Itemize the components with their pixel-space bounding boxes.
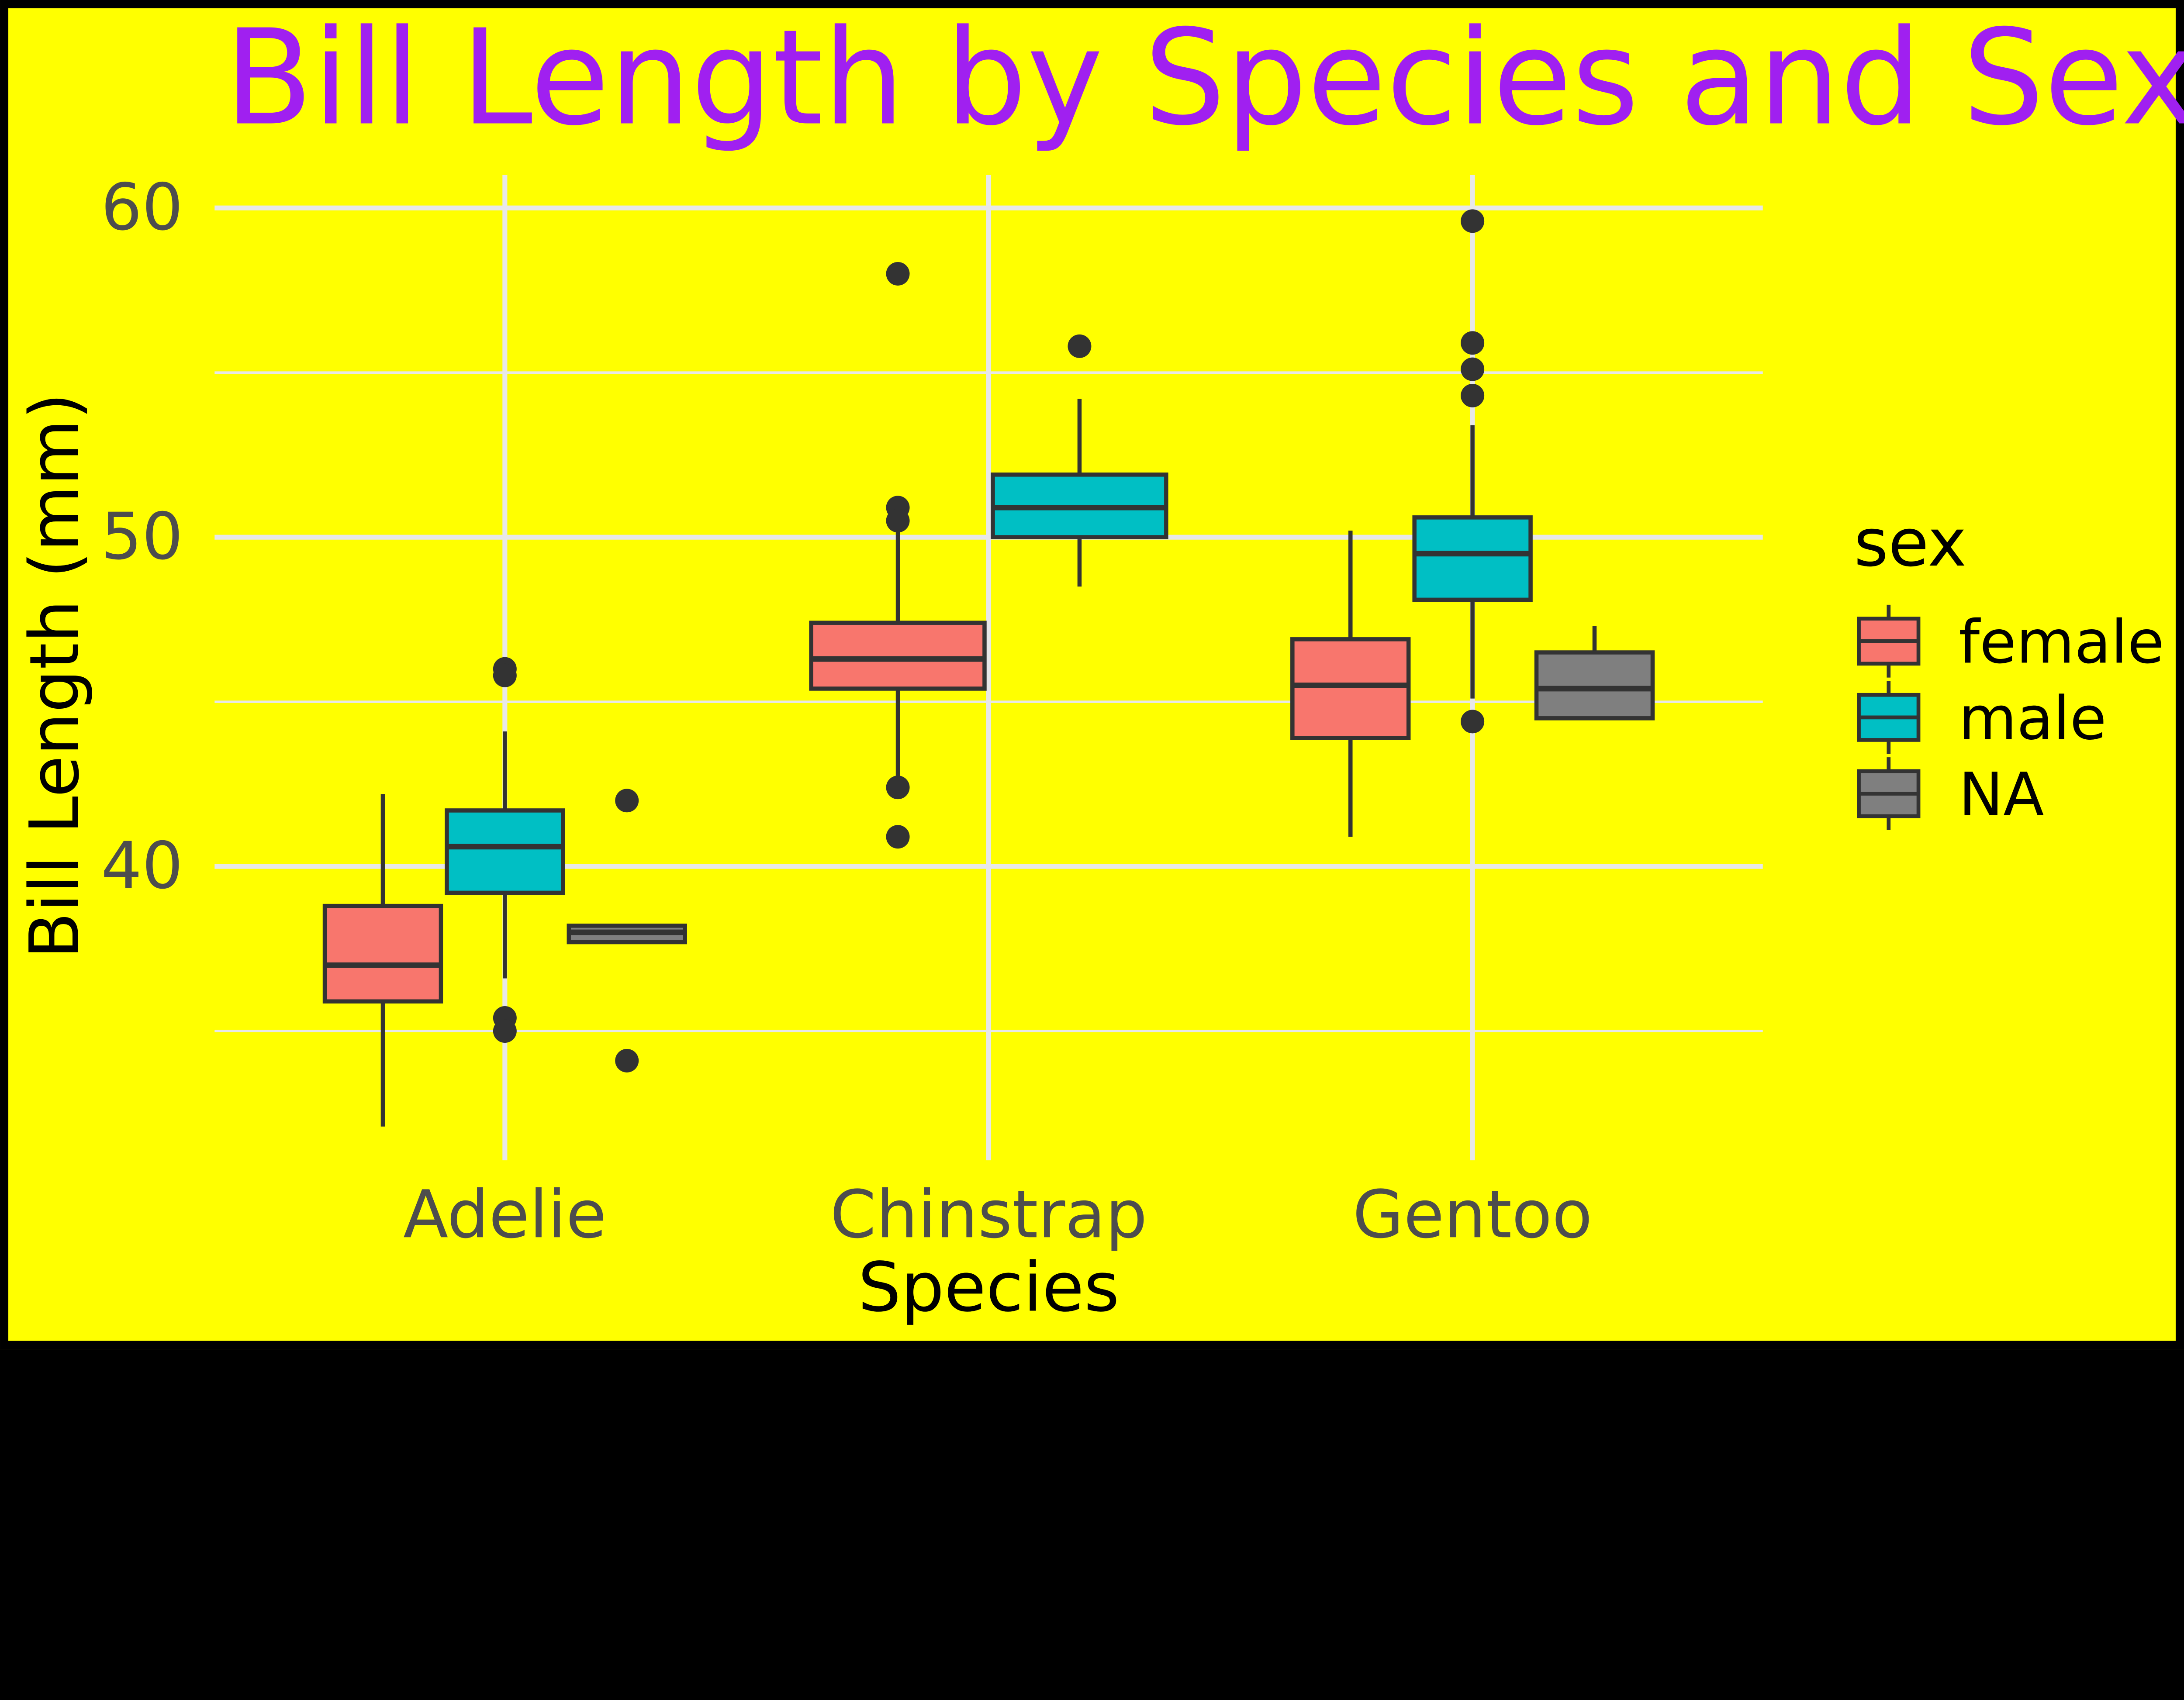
y-tick-label: 40 xyxy=(101,828,183,903)
y-axis-title: Bill Length (mm) xyxy=(15,393,94,959)
legend-title: sex xyxy=(1854,504,1966,581)
box-rect xyxy=(1534,650,1655,721)
x-axis-tick-labels: Adelie Chinstrap Gentoo xyxy=(403,1176,1592,1253)
chart-background xyxy=(0,0,2184,1349)
boxplot-adelie-na xyxy=(567,789,687,1072)
outlier-dot xyxy=(615,789,639,813)
image-border xyxy=(0,0,2184,1349)
outlier-dot xyxy=(1461,383,1485,407)
boxplot-adelie-female xyxy=(322,794,443,1127)
x-axis-title: Species xyxy=(858,1248,1120,1327)
outlier-dot xyxy=(1068,334,1092,358)
boxplot-gentoo-male xyxy=(1412,209,1533,734)
box-rect xyxy=(322,903,443,1004)
legend-entry-label: female xyxy=(1959,607,2164,677)
x-tick-label: Chinstrap xyxy=(830,1176,1147,1253)
outlier-dot xyxy=(886,509,910,533)
outlier-dot xyxy=(1461,331,1485,355)
box-rect xyxy=(1412,515,1533,602)
outlier-dot xyxy=(1461,357,1485,381)
legend: female male NA xyxy=(1857,604,2164,830)
y-axis-tick-labels: 40 50 60 xyxy=(101,169,183,903)
legend-entry-male: male xyxy=(1857,681,2107,754)
boxplot-chart: 40 50 60 Adelie Chinstrap Gentoo female male N… xyxy=(0,0,2184,1349)
chart-title: Bill Length by Species and Sex xyxy=(225,2,2184,155)
boxplot-chinstrap-male xyxy=(991,334,1168,587)
x-tick-label: Adelie xyxy=(403,1176,607,1253)
boxplot-adelie-male xyxy=(445,657,565,1043)
boxplot-gentoo-female xyxy=(1290,531,1411,837)
box-rect xyxy=(445,808,565,895)
legend-entry-label: male xyxy=(1959,684,2107,753)
outlier-dot xyxy=(1461,710,1485,734)
x-tick-label: Gentoo xyxy=(1353,1176,1593,1253)
legend-entry-female: female xyxy=(1857,604,2164,678)
y-tick-label: 50 xyxy=(101,499,183,574)
outlier-dot xyxy=(1461,209,1485,233)
y-tick-label: 60 xyxy=(101,169,183,245)
outlier-dot xyxy=(886,776,910,800)
boxplot-gentoo-na xyxy=(1534,626,1655,721)
outlier-dot xyxy=(493,663,517,687)
boxplots xyxy=(322,209,1655,1127)
legend-entry-na: NA xyxy=(1857,757,2044,830)
outlier-dot xyxy=(493,1019,517,1043)
outlier-dot xyxy=(886,262,910,286)
box-rect xyxy=(1290,637,1411,740)
outlier-dot xyxy=(615,1048,639,1072)
legend-entry-label: NA xyxy=(1959,760,2044,830)
outlier-dot xyxy=(886,825,910,849)
boxplot-chinstrap-female xyxy=(809,262,987,849)
box-rect xyxy=(809,621,987,691)
